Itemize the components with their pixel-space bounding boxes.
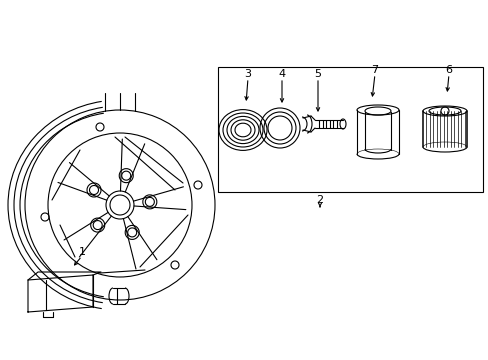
Text: 3: 3 bbox=[244, 69, 251, 79]
Text: 4: 4 bbox=[278, 69, 285, 79]
Text: 5: 5 bbox=[314, 69, 321, 79]
Bar bbox=[218, 67, 482, 192]
Text: 2: 2 bbox=[316, 195, 323, 205]
Text: 1: 1 bbox=[79, 247, 85, 257]
Text: 6: 6 bbox=[445, 65, 451, 75]
Text: 7: 7 bbox=[371, 65, 378, 75]
